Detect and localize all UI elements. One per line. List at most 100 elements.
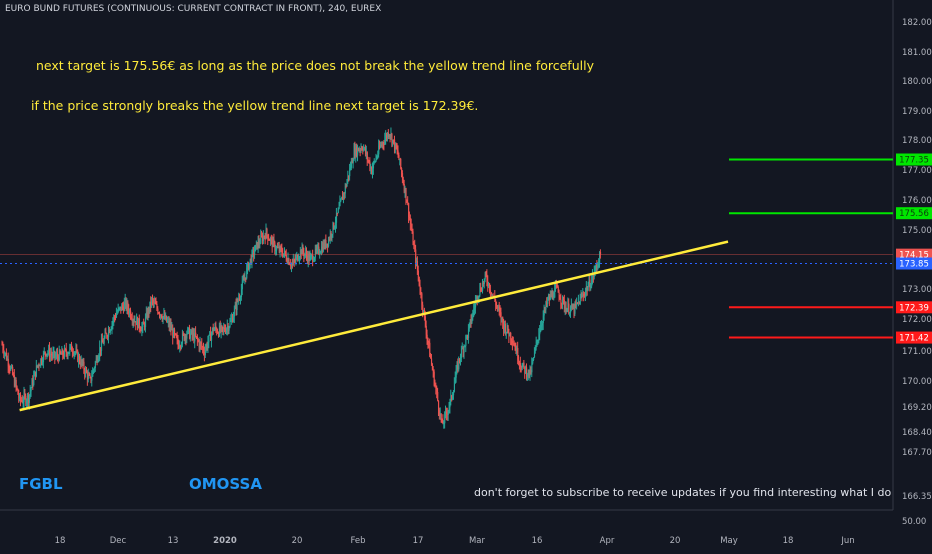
candle-body xyxy=(146,312,148,318)
candle-body xyxy=(269,239,271,241)
candle-body xyxy=(544,309,546,311)
candle-body xyxy=(203,347,205,352)
candle-body xyxy=(348,175,350,177)
candle-body xyxy=(191,330,193,336)
candle-body xyxy=(240,297,242,299)
level-price-badge xyxy=(896,331,932,344)
candle-body xyxy=(394,139,396,150)
candle-body xyxy=(529,369,531,377)
y-tick-label: 168.40 xyxy=(902,428,932,438)
candle-body xyxy=(288,258,290,265)
candle-body xyxy=(3,350,5,355)
candle-body xyxy=(507,325,509,333)
candle-body xyxy=(433,371,435,386)
candle-body xyxy=(416,261,418,263)
candle-body xyxy=(382,142,384,144)
candle-body xyxy=(261,235,263,237)
candle-body xyxy=(86,369,88,373)
y-tick-label: 176.00 xyxy=(902,196,932,206)
candle-body xyxy=(414,245,416,250)
symbol-title: EURO BUND FUTURES (CONTINUOUS: CURRENT C… xyxy=(5,4,382,14)
candle-body xyxy=(346,180,348,187)
candle-body xyxy=(193,333,195,342)
candle-body xyxy=(523,362,525,367)
candle-body xyxy=(431,358,433,365)
candle-body xyxy=(25,395,27,404)
candle-body xyxy=(485,273,487,275)
candle-body xyxy=(158,313,160,315)
candle-body xyxy=(143,323,145,325)
candle-body xyxy=(541,325,543,327)
candle-body xyxy=(42,362,44,364)
candle-body xyxy=(476,296,478,302)
candle-body xyxy=(528,369,530,377)
candle-body xyxy=(488,283,490,287)
candle-body xyxy=(442,420,444,425)
candle-body xyxy=(356,146,358,156)
candle-body xyxy=(554,287,556,298)
candle-body xyxy=(458,358,460,370)
candle-body xyxy=(285,254,287,260)
candle-body xyxy=(490,292,492,296)
candle-body xyxy=(476,296,478,300)
candle-body xyxy=(147,308,149,318)
candle-body xyxy=(386,135,388,138)
candle-body xyxy=(275,250,277,252)
candle-body xyxy=(230,320,232,322)
candle-body xyxy=(400,158,402,169)
candle-body xyxy=(456,364,458,370)
candle-body xyxy=(490,290,492,293)
candle-body xyxy=(373,161,375,163)
candle-body xyxy=(179,346,181,348)
candle-body xyxy=(209,332,211,335)
current-price-badge xyxy=(896,257,932,270)
candle-body xyxy=(412,231,414,245)
candle-body xyxy=(555,285,557,288)
candle-body xyxy=(539,331,541,335)
candle-body xyxy=(363,148,365,151)
candle-body xyxy=(185,335,187,339)
candle-body xyxy=(124,299,126,303)
candle-body xyxy=(306,251,308,256)
x-tick-label: 18 xyxy=(783,536,794,546)
candle-body xyxy=(496,305,498,307)
candle-body xyxy=(508,332,510,337)
candle-body xyxy=(293,260,295,262)
candle-body xyxy=(262,236,264,242)
candle-body xyxy=(208,334,210,343)
candle-body xyxy=(234,308,236,317)
candle-body xyxy=(207,342,209,348)
candle-body xyxy=(560,299,562,303)
candle-body xyxy=(170,324,172,331)
candle-body xyxy=(265,228,267,240)
candle-body xyxy=(550,294,552,297)
candle-body xyxy=(201,343,203,348)
candle-body xyxy=(325,239,327,247)
candle-body xyxy=(171,328,173,331)
candle-body xyxy=(380,144,382,148)
candle-body xyxy=(302,246,304,253)
candle-body xyxy=(522,362,524,366)
candle-body xyxy=(8,366,10,369)
candle-body xyxy=(588,279,590,286)
candle-body xyxy=(241,289,243,298)
y-tick-label: 179.00 xyxy=(902,107,932,117)
candle-body xyxy=(596,266,598,268)
candle-body xyxy=(165,315,167,319)
x-tick-label: Feb xyxy=(350,536,365,546)
candle-body xyxy=(225,330,227,333)
candle-body xyxy=(315,248,317,251)
candle-body xyxy=(69,347,71,353)
candle-body xyxy=(153,300,155,303)
candle-body xyxy=(190,333,192,339)
candle-body xyxy=(568,303,570,314)
candle-body xyxy=(139,327,141,330)
candle-body xyxy=(483,283,485,285)
candle-body xyxy=(422,304,424,312)
candle-body xyxy=(530,369,532,373)
candle-body xyxy=(450,395,452,400)
candle-body xyxy=(52,352,54,357)
x-tick-label: 20 xyxy=(670,536,681,546)
